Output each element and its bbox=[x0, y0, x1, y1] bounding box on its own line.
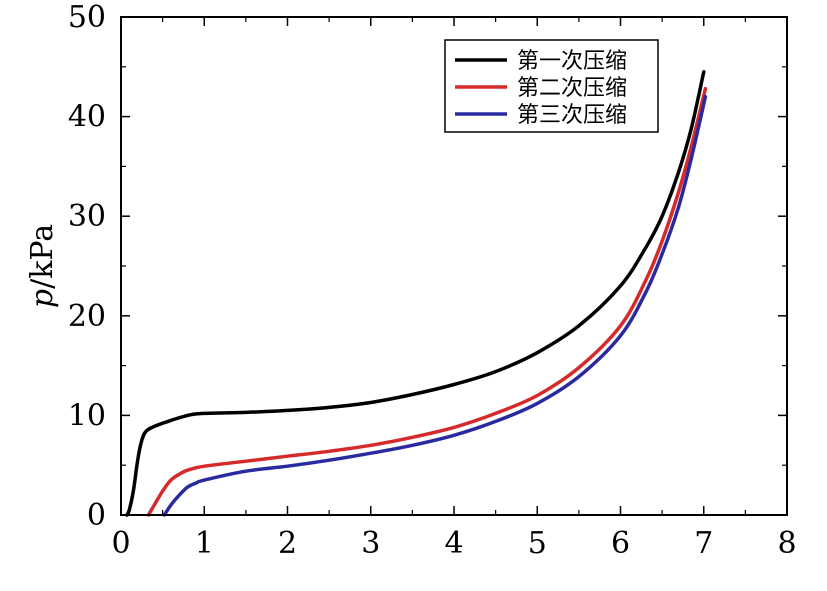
x-tick-label: 7 bbox=[694, 526, 713, 561]
y-tick-label: 40 bbox=[68, 100, 106, 135]
y-tick-label: 10 bbox=[68, 398, 106, 433]
tick-labels: 0 1 2 3 4 5 6 7 8 0 10 20 30 40 50 bbox=[68, 0, 797, 561]
x-tick-label: 6 bbox=[611, 526, 630, 561]
y-tick-label: 0 bbox=[87, 498, 106, 533]
series-line-2 bbox=[146, 86, 708, 517]
legend-label-1: 第一次压缩 bbox=[517, 49, 627, 74]
x-tick-label: 8 bbox=[777, 526, 796, 561]
y-tick-label: 20 bbox=[68, 299, 106, 334]
x-tick-label: 1 bbox=[195, 526, 214, 561]
series-line-1 bbox=[125, 70, 706, 517]
series-line-3 bbox=[162, 94, 708, 517]
legend-label-3: 第三次压缩 bbox=[517, 103, 627, 128]
x-tick-label: 0 bbox=[111, 526, 130, 561]
x-tick-label: 3 bbox=[361, 526, 380, 561]
x-tick-label: 2 bbox=[278, 526, 297, 561]
y-tick-label: 30 bbox=[68, 199, 106, 234]
y-axis-title: p/kPa bbox=[25, 224, 60, 308]
y-tick-label: 50 bbox=[68, 0, 106, 35]
axis-ticks bbox=[120, 16, 788, 516]
x-tick-label: 5 bbox=[528, 526, 547, 561]
x-tick-label: 4 bbox=[444, 526, 463, 561]
y-axis-title-unit: /kPa bbox=[25, 224, 60, 289]
legend-label-2: 第二次压缩 bbox=[517, 76, 627, 101]
plot-lines bbox=[125, 70, 708, 517]
y-axis-title-symbol: p bbox=[25, 289, 60, 308]
